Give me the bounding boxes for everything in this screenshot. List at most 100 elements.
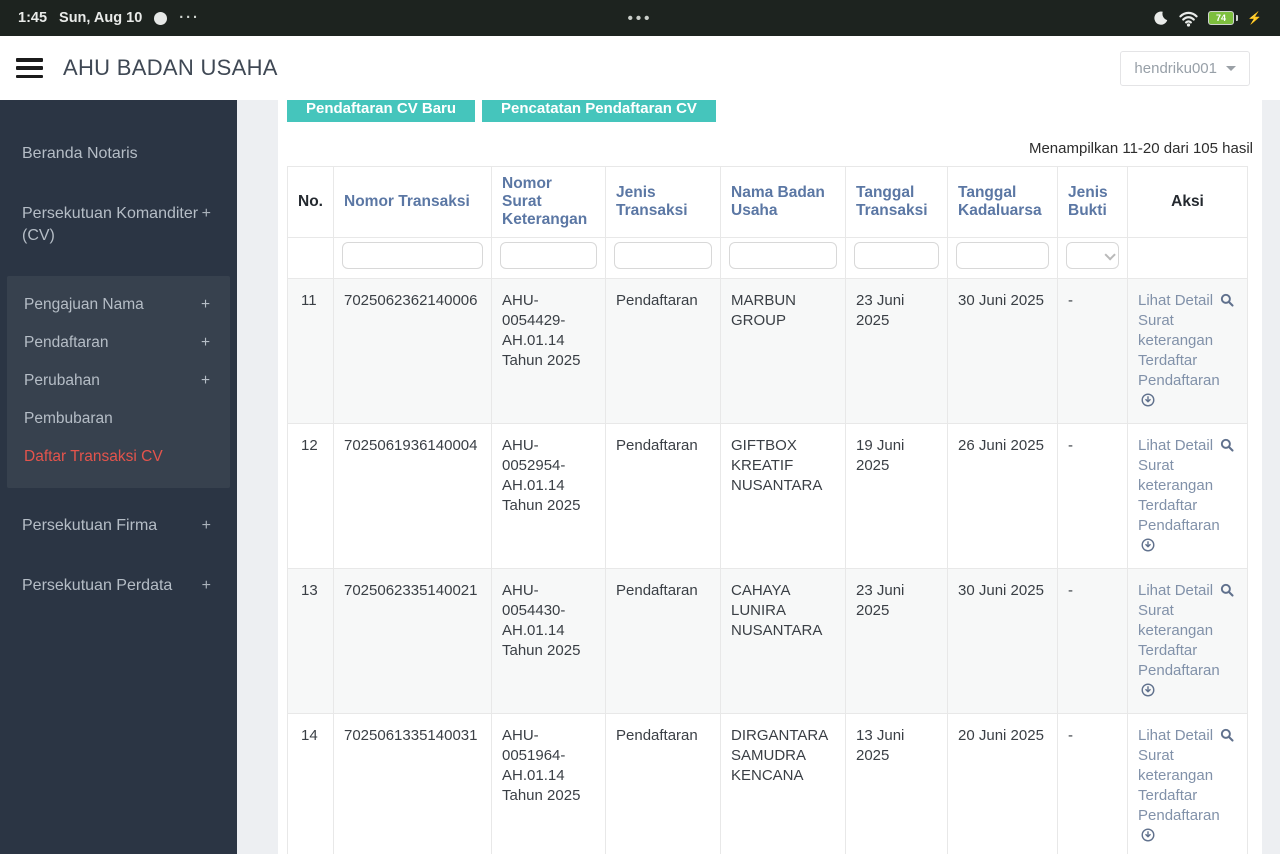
menu-icon[interactable] [16,58,43,78]
cell-aksi: Lihat Detail Surat keterangan Terdaftar … [1127,713,1248,854]
cell-nama: DIRGANTARA SAMUDRA KENCANA [720,713,846,854]
cell-kadaluarsa: 30 Juni 2025 [947,568,1058,714]
page-title: AHU BADAN USAHA [63,55,278,80]
filter-cell-5 [845,237,948,279]
column-header-jenis-bukti: Jenis Bukti [1057,166,1128,238]
cell-no: 12 [287,423,334,569]
sidebar-item-persekutuan-komanditer-cv-[interactable]: Persekutuan Komanditer (CV) + [0,194,237,256]
sidebar-subitem-pendaftaran[interactable]: Pendaftaran + [7,324,230,362]
filter-cell-8 [1127,237,1248,279]
filter-input-nomor-transaksi[interactable] [342,242,483,269]
cell-nama: GIFTBOX KREATIF NUSANTARA [720,423,846,569]
sidebar-item-persekutuan-firma[interactable]: Persekutuan Firma + [0,506,237,546]
sidebar-item-label: Beranda Notaris [22,145,138,162]
sidebar-subitem-label: Perubahan [24,372,100,389]
action-download-wrap: Surat keterangan Terdaftar Pendaftaran [1138,746,1237,846]
transactions-table: No. Nomor Transaksi Nomor Surat Keterangan… [287,166,1248,854]
filter-select-jenis-bukti[interactable] [1066,242,1119,269]
search-icon [1221,438,1234,452]
action-download-wrap: Surat keterangan Terdaftar Pendaftaran [1138,311,1237,411]
filter-input-tanggal-transaksi[interactable] [854,242,939,269]
cell-tanggal: 13 Juni 2025 [845,713,948,854]
surat-keterangan-link[interactable]: Surat keterangan Terdaftar Pendaftaran [1138,457,1220,554]
download-circle-icon [1141,683,1155,697]
sidebar-subitem-pengajuan-nama[interactable]: Pengajuan Nama + [7,286,230,324]
cell-jenis: Pendaftaran [605,278,721,424]
sidebar-submenu: Pengajuan Nama + Pendaftaran + Perubahan + Pem… [7,276,230,488]
cell-surat: AHU-0052954-AH.01.14 Tahun 2025 [491,423,606,569]
results-info: Menampilkan 11-20 dari 105 hasil [1028,140,1253,157]
lihat-detail-link[interactable]: Lihat Detail [1138,437,1234,454]
table-row: 11 7025062362140006 AHU-0054429-AH.01.14 T… [287,278,1248,424]
column-header-no-: No. [287,166,334,238]
plus-icon: + [201,517,211,534]
cell-bukti: - [1057,278,1128,424]
sidebar-subitem-label: Pembubaran [24,410,113,427]
cell-jenis: Pendaftaran [605,713,721,854]
chevron-down-icon [1226,65,1236,71]
sidebar-subitem-label: Pengajuan Nama [24,296,144,313]
cell-surat: AHU-0054429-AH.01.14 Tahun 2025 [491,278,606,424]
username: hendriku001 [1134,59,1217,77]
user-menu[interactable]: hendriku001 [1120,50,1250,86]
filter-input-tanggal-kadaluarsa[interactable] [956,242,1049,269]
filter-input-nomor-surat-keterangan[interactable] [500,242,597,269]
cell-jenis: Pendaftaran [605,568,721,714]
cell-kadaluarsa: 26 Juni 2025 [947,423,1058,569]
surat-keterangan-link[interactable]: Surat keterangan Terdaftar Pendaftaran [1138,602,1220,699]
cell-bukti: - [1057,568,1128,714]
plus-icon: + [201,577,211,594]
sidebar-subitem-perubahan[interactable]: Perubahan + [7,362,230,400]
sidebar-item-label: Persekutuan Perdata [22,577,173,594]
sidebar-subitem-pembubaran[interactable]: Pembubaran [7,400,230,438]
app-header: AHU BADAN USAHA hendriku001 [0,36,1280,100]
filter-cell-2 [491,237,606,279]
filter-cell-0 [287,237,334,279]
lihat-detail-link[interactable]: Lihat Detail [1138,582,1234,599]
table-row: 13 7025062335140021 AHU-0054430-AH.01.14 T… [287,568,1248,714]
cell-kadaluarsa: 20 Juni 2025 [947,713,1058,854]
filter-input-jenis-transaksi[interactable] [614,242,712,269]
cell-aksi: Lihat Detail Surat keterangan Terdaftar … [1127,568,1248,714]
cell-tanggal: 23 Juni 2025 [845,278,948,424]
plus-icon: + [200,296,210,313]
lihat-detail-link[interactable]: Lihat Detail [1138,727,1234,744]
lihat-detail-link[interactable]: Lihat Detail [1138,292,1234,309]
sidebar-item-persekutuan-perdata[interactable]: Persekutuan Perdata + [0,566,237,606]
cell-no: 11 [287,278,334,424]
cell-bukti: - [1057,713,1128,854]
filter-cell-4 [720,237,846,279]
surat-keterangan-link[interactable]: Surat keterangan Terdaftar Pendaftaran [1138,747,1220,844]
battery-level: 74 [1208,11,1235,25]
cell-nama: CAHAYA LUNIRA NUSANTARA [720,568,846,714]
cell-surat: AHU-0051964-AH.01.14 Tahun 2025 [491,713,606,854]
action-detail-wrap: Lihat Detail [1138,581,1237,601]
sidebar-subitem-daftar-transaksi-cv[interactable]: Daftar Transaksi CV [7,438,230,476]
table-body: 11 7025062362140006 AHU-0054429-AH.01.14 T… [287,278,1248,854]
toolbar-button-0[interactable]: Pendaftaran CV Baru [287,100,476,122]
cell-no: 13 [287,568,334,714]
status-date: Sun, Aug 10 [59,10,143,26]
content-card: Pendaftaran CV Baru Pencatatan Pendaftara… [278,100,1262,854]
plus-icon: + [200,334,210,351]
sidebar-item-beranda-notaris[interactable]: Beranda Notaris [0,134,237,174]
toolbar-button-1[interactable]: Pencatatan Pendaftaran CV [482,100,716,122]
plus-icon: + [201,205,211,222]
search-icon [1221,728,1234,742]
overflow-dots-icon: ··· [179,10,200,26]
action-detail-wrap: Lihat Detail [1138,291,1237,311]
cell-aksi: Lihat Detail Surat keterangan Terdaftar … [1127,423,1248,569]
cell-surat: AHU-0054430-AH.01.14 Tahun 2025 [491,568,606,714]
notification-dot-icon [154,11,168,25]
filter-input-nama-badan-usaha[interactable] [729,242,837,269]
cell-tanggal: 19 Juni 2025 [845,423,948,569]
cell-jenis: Pendaftaran [605,423,721,569]
battery-icon: 74 [1208,11,1239,25]
cell-aksi: Lihat Detail Surat keterangan Terdaftar … [1127,278,1248,424]
status-time: 1:45 [18,10,48,26]
sidebar-nav: Beranda Notaris Persekutuan Komanditer (C… [0,134,237,606]
download-circle-icon [1141,828,1155,842]
surat-keterangan-link[interactable]: Surat keterangan Terdaftar Pendaftaran [1138,312,1220,409]
search-icon [1221,583,1234,597]
search-icon [1221,293,1234,307]
